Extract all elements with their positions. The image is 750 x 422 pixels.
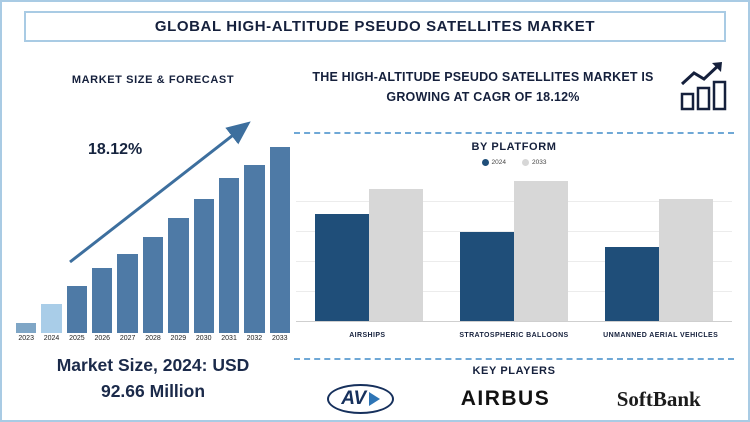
forecast-bar-group: 2024 [41, 304, 62, 342]
header: GLOBAL HIGH-ALTITUDE PSEUDO SATELLITES M… [24, 11, 726, 42]
dashed-separator [294, 358, 734, 360]
platform-chart [296, 174, 732, 322]
forecast-bar-group: 2028 [142, 237, 164, 342]
forecast-bar [66, 286, 88, 333]
forecast-year-label: 2031 [221, 335, 237, 342]
forecast-bar-group: 2023 [16, 323, 37, 342]
page-title: GLOBAL HIGH-ALTITUDE PSEUDO SATELLITES M… [154, 18, 596, 35]
legend-item: 2024 [481, 159, 506, 166]
dashed-separator [294, 132, 734, 134]
forecast-section-title: MARKET SIZE & FORECAST [71, 74, 235, 86]
forecast-year-label: 2027 [119, 335, 136, 342]
forecast-bar [269, 147, 290, 333]
forecast-bar [16, 323, 37, 333]
market-size-line1: Market Size, 2024: USD [56, 355, 250, 376]
forecast-bar-group: 2030 [193, 199, 214, 342]
legend-label: 2024 [491, 159, 506, 166]
market-size-line2: 92.66 Million [100, 380, 206, 401]
avs-logo: AV [327, 384, 395, 414]
softbank-logo: SoftBank [616, 386, 701, 411]
forecast-bar [41, 304, 62, 333]
airbus-logo: AIRBUS [460, 387, 551, 410]
platform-bar-2033 [513, 181, 568, 321]
forecast-bar [142, 237, 164, 333]
forecast-year-label: 2033 [271, 335, 288, 342]
headline-row: THE HIGH-ALTITUDE PSEUDO SATELLITES MARK… [298, 60, 734, 114]
right-panel: THE HIGH-ALTITUDE PSEUDO SATELLITES MARK… [294, 52, 734, 414]
platform-bar-group [605, 199, 714, 321]
by-platform-title: BY PLATFORM [471, 141, 557, 153]
forecast-year-label: 2026 [94, 335, 111, 342]
platform-category-label: UNMANNED AERIAL VEHICLES [603, 332, 719, 339]
platform-bars [296, 174, 732, 321]
forecast-bar [218, 178, 240, 333]
forecast-year-label: 2032 [246, 335, 263, 342]
platform-bar-2033 [368, 189, 423, 321]
growth-chart-icon [680, 62, 727, 111]
forecast-year-label: 2030 [195, 335, 212, 342]
legend-label: 2033 [532, 159, 547, 166]
forecast-year-label: 2025 [69, 335, 85, 342]
key-players-logos: AV AIRBUS SoftBank [294, 384, 734, 414]
forecast-bars: 2023 2024 2025 2026 2027 2028 2029 2030 2031 2032… [16, 147, 290, 342]
forecast-year-label: 2029 [170, 335, 187, 342]
legend-dot-icon [522, 159, 529, 166]
forecast-bar [244, 165, 265, 333]
trend-arrow-icon [69, 121, 251, 264]
forecast-bar-group: 2031 [218, 178, 240, 342]
platform-bar-2024 [314, 214, 369, 321]
avs-logo-text: AV [341, 388, 367, 409]
forecast-bar-group: 2032 [244, 165, 265, 342]
legend-dot-icon [481, 159, 489, 166]
cagr-annotation: 18.12% [88, 141, 143, 158]
avs-chevron-icon [369, 392, 381, 406]
forecast-bar-group: 2029 [168, 218, 189, 342]
forecast-bar [92, 268, 113, 333]
forecast-bar-group: 2025 [66, 286, 88, 342]
platform-category-label: AIRSHIPS [349, 332, 386, 339]
legend-item: 2033 [522, 159, 546, 166]
forecast-year-label: 2023 [18, 335, 34, 342]
platform-category-labels: AIRSHIPS STRATOSPHERIC BALLOONS UNMANNED A… [294, 332, 734, 339]
forecast-chart: 18.12% 2023 2024 2025 2026 2027 2028 2029 2030 2… [16, 107, 290, 342]
key-players-title: KEY PLAYERS [472, 365, 556, 377]
market-size-callout: Market Size, 2024: USD 92.66 Million [14, 353, 292, 404]
platform-bar-2024 [459, 232, 514, 321]
forecast-bar-group: 2033 [269, 147, 290, 342]
forecast-bar [117, 254, 138, 333]
market-size-forecast-panel: MARKET SIZE & FORECAST 18.12% 2023 2024 20… [14, 52, 292, 414]
platform-bar-group [314, 189, 423, 321]
forecast-year-label: 2028 [145, 335, 161, 342]
forecast-bar [168, 218, 189, 333]
forecast-bar-group: 2026 [92, 268, 113, 342]
cagr-headline: THE HIGH-ALTITUDE PSEUDO SATELLITES MARK… [312, 70, 654, 104]
forecast-year-label: 2024 [43, 335, 60, 342]
platform-bar-group [459, 181, 568, 321]
forecast-bar [193, 199, 214, 333]
platform-category-label: STRATOSPHERIC BALLOONS [459, 332, 569, 339]
platform-bar-2033 [659, 199, 714, 321]
platform-bar-2024 [605, 247, 660, 321]
platform-legend: 2024 2033 [294, 159, 734, 166]
forecast-bar-group: 2027 [117, 254, 138, 342]
